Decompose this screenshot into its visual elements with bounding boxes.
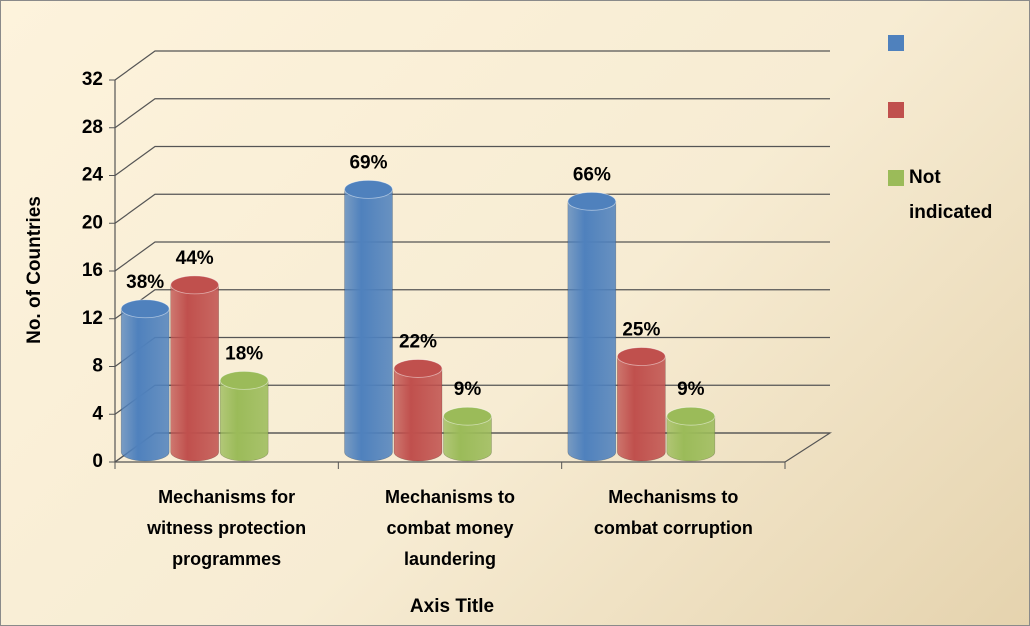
bar [344,179,393,462]
y-tick-label: 4 [92,403,103,424]
y-tick-label: 12 [82,308,103,329]
data-label: 22% [399,331,437,352]
bar [567,191,617,462]
bar [666,406,716,462]
y-tick-label: 28 [82,117,103,138]
x-tick-label: Mechanisms to combat money laundering [384,487,516,569]
legend-swatch [888,102,904,118]
x-tick-label: Mechanisms for witness protection progra… [147,487,307,569]
x-tick-label: Mechanisms to combat corruption [593,487,753,538]
data-label: 44% [176,248,214,269]
y-tick-label: 20 [82,212,103,233]
bar [393,359,443,462]
grid-line [114,98,830,129]
data-label: 18% [225,343,263,364]
bar [170,275,220,462]
bar [120,299,170,462]
data-label: 38% [126,272,164,293]
grid-line [114,145,830,176]
data-label: 9% [454,379,482,400]
grid-line [114,193,830,224]
data-label: 69% [349,152,387,173]
bar [616,347,666,462]
bar [219,370,269,462]
data-label: 25% [622,320,660,341]
legend-swatch [888,35,904,51]
y-tick-label: 16 [82,260,103,281]
legend-swatch [888,170,904,186]
data-label: 66% [573,164,611,185]
y-tick-label: 32 [82,69,103,90]
grid-line [114,336,830,367]
data-label: 9% [677,379,705,400]
y-tick-label: 8 [92,356,103,377]
y-tick-label: 0 [92,451,103,472]
x-axis-title: Axis Title [410,596,494,617]
bar [443,406,492,462]
grid-line [114,241,830,272]
legend-label: Not indicated [909,167,992,223]
grid-line [114,289,830,320]
grid-line [114,50,830,81]
y-axis-title: No. of Countries [24,196,45,344]
y-tick-label: 24 [82,165,104,186]
